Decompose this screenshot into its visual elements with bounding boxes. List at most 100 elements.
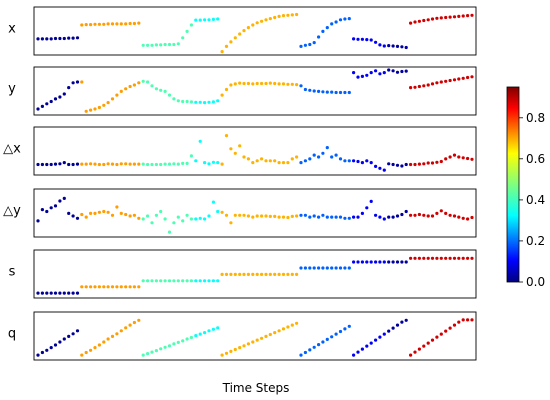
data-point [448, 15, 452, 19]
data-point [268, 272, 272, 276]
data-point [89, 348, 93, 352]
data-point [36, 353, 40, 357]
data-point [466, 318, 470, 322]
data-point [461, 318, 465, 322]
data-point [277, 161, 281, 165]
data-point [430, 256, 435, 260]
data-point [224, 134, 229, 138]
data-point [62, 161, 66, 165]
data-point [426, 256, 430, 260]
data-point [97, 22, 101, 26]
data-point [220, 93, 224, 97]
data-point [106, 162, 110, 166]
data-point [189, 154, 193, 158]
data-point [439, 332, 443, 336]
data-point [211, 160, 215, 164]
data-point [452, 153, 457, 157]
data-point [295, 321, 299, 325]
data-point [356, 159, 360, 164]
data-point [387, 44, 391, 48]
data-point [356, 75, 360, 79]
data-point [286, 272, 290, 276]
data-point [299, 84, 303, 88]
data-point [102, 103, 106, 107]
data-point [404, 162, 408, 167]
colorbar-gradient [506, 86, 520, 283]
data-point [273, 214, 277, 218]
data-point [216, 17, 220, 21]
data-point [286, 13, 290, 17]
panel-frame [33, 188, 477, 238]
data-point [198, 139, 202, 143]
colorbar-tick-label: 0.8 [526, 111, 545, 125]
data-point [229, 349, 233, 353]
data-point [233, 213, 237, 217]
data-point [216, 326, 220, 330]
data-point [176, 340, 180, 344]
data-point [452, 15, 457, 19]
data-point [268, 159, 272, 163]
row-label: △x [3, 142, 21, 157]
data-point [264, 214, 268, 218]
data-point [281, 82, 286, 86]
data-point [321, 90, 325, 94]
data-point [84, 23, 88, 27]
data-point [154, 87, 158, 91]
data-point [106, 337, 110, 341]
data-point [382, 71, 386, 75]
data-point [444, 157, 448, 161]
data-point [163, 279, 167, 283]
data-point [75, 162, 80, 166]
data-point [457, 320, 461, 324]
data-point [395, 44, 400, 49]
data-point [360, 260, 364, 264]
data-point [330, 335, 334, 339]
data-point [444, 329, 448, 333]
data-point [439, 159, 443, 164]
data-point [290, 13, 294, 17]
data-point [242, 155, 246, 159]
data-point [417, 347, 421, 351]
data-point [273, 272, 277, 276]
data-point [325, 266, 329, 270]
data-point [102, 285, 106, 289]
data-point [216, 209, 220, 214]
data-point [80, 353, 84, 357]
data-point [395, 163, 400, 167]
data-point [312, 89, 316, 93]
data-point [194, 217, 198, 221]
data-point [93, 346, 97, 350]
data-point [141, 353, 145, 357]
data-point [422, 162, 426, 166]
data-point [207, 18, 211, 22]
data-point [321, 213, 325, 217]
data-point [369, 161, 373, 165]
colorbar-tick-label: 0.4 [526, 193, 545, 207]
data-point [84, 215, 88, 219]
data-point [89, 285, 93, 289]
colorbar-tick-label: 0.2 [526, 234, 545, 248]
data-point [299, 353, 303, 357]
data-point [167, 344, 172, 348]
data-point [124, 87, 128, 91]
data-point [452, 78, 457, 82]
data-point [435, 335, 439, 339]
data-point [391, 69, 395, 73]
data-point [404, 209, 408, 214]
data-point [378, 166, 382, 170]
data-point [277, 14, 281, 18]
data-point [374, 213, 378, 217]
data-point [194, 279, 198, 283]
data-point [176, 215, 180, 219]
data-point [369, 38, 373, 42]
data-point [106, 22, 110, 26]
data-point [150, 350, 154, 354]
data-point [369, 71, 373, 75]
data-point [124, 285, 128, 289]
data-point [233, 272, 237, 276]
data-point [102, 340, 106, 344]
data-point [176, 279, 180, 283]
data-point [325, 90, 329, 94]
data-point [395, 214, 400, 218]
